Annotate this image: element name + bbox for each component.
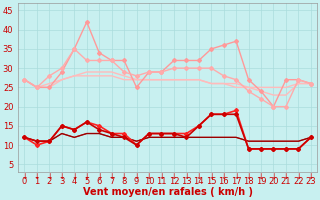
Text: ↓: ↓ <box>108 172 115 181</box>
Text: ↓: ↓ <box>245 172 252 181</box>
Text: ↓: ↓ <box>158 172 164 181</box>
Text: ↓: ↓ <box>84 172 90 181</box>
Text: ↓: ↓ <box>46 172 52 181</box>
Text: ↓: ↓ <box>233 172 239 181</box>
Text: ↓: ↓ <box>171 172 177 181</box>
Text: ↓: ↓ <box>258 172 264 181</box>
Text: ↓: ↓ <box>270 172 277 181</box>
Text: ↓: ↓ <box>133 172 140 181</box>
Text: ↓: ↓ <box>208 172 214 181</box>
Text: ↓: ↓ <box>295 172 301 181</box>
Text: ↓: ↓ <box>21 172 28 181</box>
Text: ↓: ↓ <box>196 172 202 181</box>
Text: ↓: ↓ <box>96 172 102 181</box>
Text: ↓: ↓ <box>283 172 289 181</box>
Text: ↓: ↓ <box>220 172 227 181</box>
Text: ↓: ↓ <box>183 172 189 181</box>
X-axis label: Vent moyen/en rafales ( km/h ): Vent moyen/en rafales ( km/h ) <box>83 187 253 197</box>
Text: ↓: ↓ <box>34 172 40 181</box>
Text: ↓: ↓ <box>121 172 127 181</box>
Text: ↓: ↓ <box>59 172 65 181</box>
Text: ↓: ↓ <box>308 172 314 181</box>
Text: ↓: ↓ <box>146 172 152 181</box>
Text: ↓: ↓ <box>71 172 77 181</box>
